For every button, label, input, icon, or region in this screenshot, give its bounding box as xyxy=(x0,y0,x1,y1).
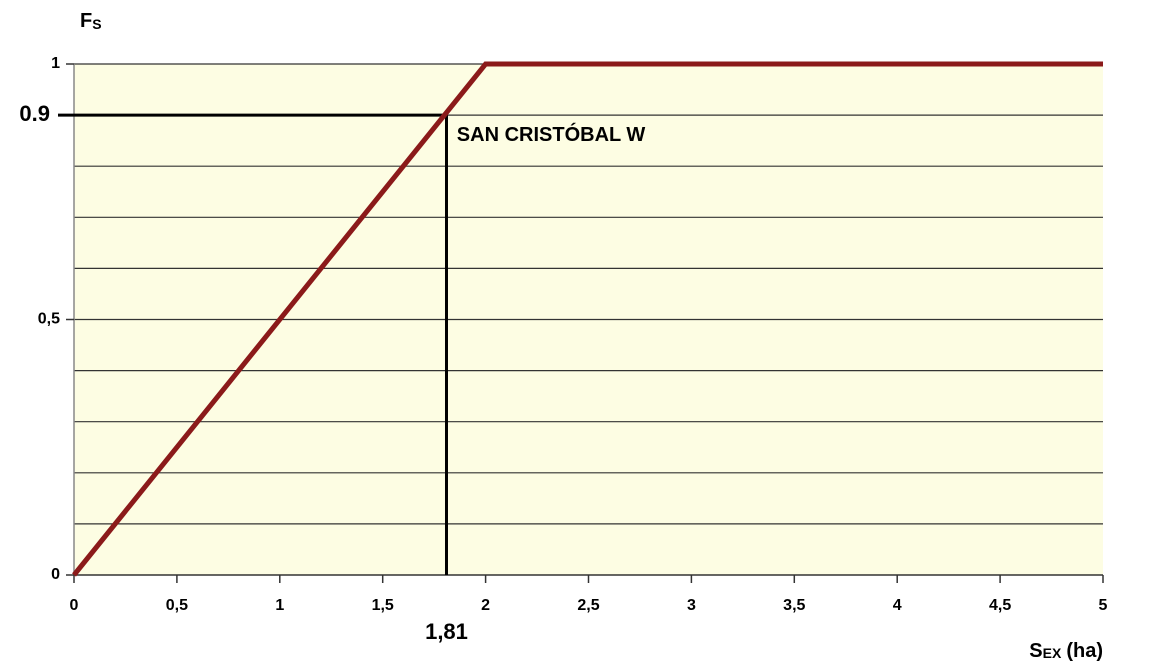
y-tick-label: 0 xyxy=(51,566,60,583)
x-tick-label: 3 xyxy=(687,597,696,614)
data-line xyxy=(72,61,1103,577)
reference-x-label: 1,81 xyxy=(425,619,468,644)
x-label-main: S xyxy=(1029,640,1042,662)
x-axis-label: SEX (ha) xyxy=(1029,640,1103,662)
x-tick-label: 4,5 xyxy=(989,597,1011,614)
y-axis-label: FS xyxy=(80,10,102,32)
x-tick-label: 5 xyxy=(1099,597,1108,614)
y-label-sub: S xyxy=(92,16,101,32)
x-tick-label: 3,5 xyxy=(783,597,805,614)
x-tick-label: 2 xyxy=(481,597,490,614)
y-tick-label: 1 xyxy=(51,55,60,72)
y-label-main: F xyxy=(80,10,92,32)
annotation: SAN CRISTÓBAL W xyxy=(457,122,646,146)
x-tick-label: 0 xyxy=(70,597,79,614)
x-label-sub: EX xyxy=(1043,645,1062,661)
x-tick-label: 1 xyxy=(275,597,284,614)
x-label-unit: (ha) xyxy=(1066,640,1103,662)
x-tick-label: 4 xyxy=(893,597,902,614)
x-tick-label: 1,5 xyxy=(372,597,394,614)
y-tick-label: 0,5 xyxy=(38,311,60,328)
x-tick-label: 0,5 xyxy=(166,597,188,614)
x-tick-label: 2,5 xyxy=(577,597,599,614)
y-tick-label: 0.9 xyxy=(19,101,50,126)
